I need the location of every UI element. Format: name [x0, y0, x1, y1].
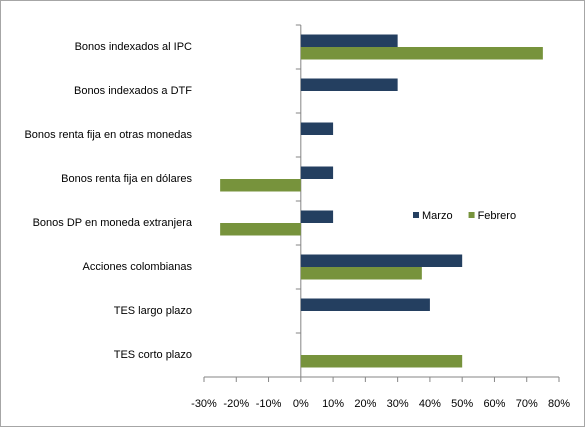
x-tick-label: -20%: [223, 398, 249, 410]
bar: [300, 166, 334, 179]
bar: [300, 298, 430, 311]
legend-swatch: [413, 212, 419, 218]
bar: [300, 47, 543, 60]
x-tick-label: 70%: [516, 398, 538, 410]
bar: [300, 355, 463, 368]
bar: [300, 34, 398, 47]
bar: [300, 254, 463, 267]
x-tick-label: 0%: [293, 398, 309, 410]
bar: [300, 267, 422, 280]
x-tick-label: 20%: [354, 398, 376, 410]
bar: [300, 78, 398, 91]
x-tick-label: 80%: [548, 398, 570, 410]
x-tick-label: 10%: [322, 398, 344, 410]
y-tick-label: TES corto plazo: [114, 349, 192, 361]
y-tick-label: TES largo plazo: [114, 305, 192, 317]
x-tick-label: 30%: [387, 398, 409, 410]
x-tick-label: -10%: [256, 398, 282, 410]
x-tick-label: -30%: [191, 398, 217, 410]
legend-label: Marzo: [422, 210, 453, 222]
bar: [300, 210, 334, 223]
y-tick-label: Acciones colombianas: [83, 261, 193, 273]
y-tick-label: Bonos DP en moneda extranjera: [33, 217, 193, 229]
y-tick-label: Bonos renta fija en otras monedas: [24, 129, 192, 141]
legend-label: Febrero: [478, 210, 517, 222]
bar: [220, 223, 301, 236]
y-tick-label: Bonos indexados al IPC: [75, 41, 192, 53]
bar: [300, 122, 334, 135]
x-tick-label: 40%: [419, 398, 441, 410]
legend-swatch: [468, 212, 475, 218]
x-tick-label: 50%: [451, 398, 473, 410]
y-tick-label: Bonos renta fija en dólares: [61, 173, 192, 185]
x-tick-label: 60%: [483, 398, 505, 410]
bar: [220, 179, 301, 192]
y-tick-label: Bonos indexados a DTF: [74, 85, 192, 97]
